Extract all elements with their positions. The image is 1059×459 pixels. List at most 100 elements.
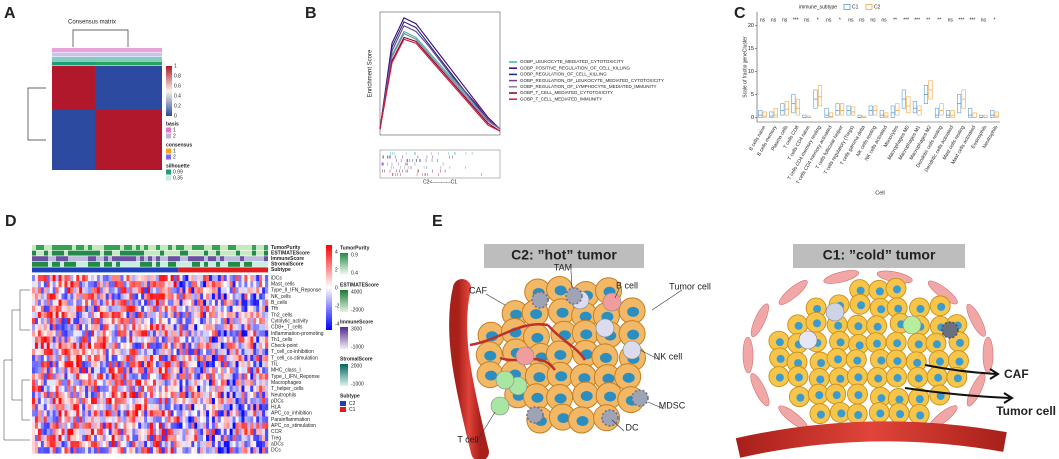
heatmap-texture <box>185 275 189 282</box>
heatmap-texture <box>200 305 204 313</box>
heatmap-texture <box>37 441 42 448</box>
heatmap-texture <box>262 367 266 374</box>
heatmap-texture <box>132 318 136 325</box>
heatmap-texture <box>114 336 118 343</box>
track-texture <box>192 245 196 250</box>
box <box>773 107 778 118</box>
heatmap-texture <box>138 324 142 331</box>
track-texture <box>204 245 208 250</box>
heatmap-texture <box>73 336 77 343</box>
heatmap-texture <box>82 410 86 417</box>
heatmap-texture <box>117 311 121 319</box>
heatmap-texture <box>173 354 177 362</box>
track-texture <box>220 250 224 256</box>
track-texture <box>64 261 68 267</box>
heatmap-texture <box>82 311 86 319</box>
heatmap-texture <box>108 275 112 282</box>
heatmap-texture <box>129 342 133 349</box>
heatmap-texture <box>144 361 148 368</box>
heatmap-texture <box>244 318 248 325</box>
heatmap-texture <box>58 354 62 362</box>
heatmap-texture <box>58 404 62 411</box>
heatmap-texture <box>182 287 186 294</box>
heatmap-texture <box>191 318 195 325</box>
heatmap-texture <box>52 416 56 423</box>
heatmap-texture <box>173 336 177 343</box>
heatmap-texture <box>79 318 83 325</box>
heatmap-texture <box>43 404 47 411</box>
heatmap-texture <box>176 391 180 399</box>
heatmap-texture <box>34 299 39 306</box>
heatmap-texture <box>147 385 151 393</box>
heatmap-texture <box>191 342 195 349</box>
heatmap-texture <box>203 311 207 319</box>
heatmap-texture <box>176 342 180 349</box>
heatmap-texture <box>85 281 89 288</box>
heatmap-texture <box>102 287 106 294</box>
heatmap-texture <box>262 404 266 411</box>
heatmap-texture <box>32 336 36 343</box>
heatmap-texture <box>135 281 139 288</box>
heatmap-texture <box>40 410 44 417</box>
heatmap-texture <box>197 428 201 436</box>
heatmap-texture <box>173 422 177 429</box>
heatmap-texture <box>105 348 109 356</box>
heatmap-texture <box>123 361 127 368</box>
heatmap-texture <box>217 367 221 374</box>
heatmap-texture <box>235 342 239 349</box>
heatmap-texture <box>229 336 233 343</box>
legend-label: 1 <box>173 127 176 133</box>
heatmap-texture <box>132 354 136 362</box>
heatmap-texture <box>241 342 245 349</box>
heatmap-texture <box>55 305 59 313</box>
heatmap-texture <box>32 385 36 393</box>
heatmap-texture <box>247 404 251 411</box>
heatmap-texture <box>223 324 227 331</box>
heatmap-texture <box>226 299 230 306</box>
heatmap-texture <box>152 391 157 399</box>
heatmap-texture <box>120 287 124 294</box>
heatmap-texture <box>120 373 124 380</box>
heatmap-texture <box>99 385 103 393</box>
heatmap-texture <box>214 434 219 442</box>
heatmap-texture <box>179 410 183 417</box>
heatmap-texture <box>82 385 86 393</box>
heatmap-texture <box>232 348 236 356</box>
heatmap-texture <box>70 318 74 325</box>
heatmap-texture <box>173 299 177 306</box>
heatmap-texture <box>203 281 207 288</box>
heatmap-texture <box>58 336 62 343</box>
heatmap-texture <box>93 361 98 368</box>
heatmap-texture <box>179 281 183 288</box>
heatmap-texture <box>88 348 92 356</box>
heatmap-texture <box>214 404 219 411</box>
track-texture <box>136 250 140 256</box>
heatmap-texture <box>108 447 112 454</box>
heatmap-texture <box>108 281 112 288</box>
heatmap-texture <box>129 367 133 374</box>
heatmap-texture <box>206 336 210 343</box>
heatmap-texture <box>82 318 86 325</box>
heatmap-texture <box>73 342 77 349</box>
heatmap-texture <box>120 398 124 405</box>
heatmap-texture <box>108 404 112 411</box>
heatmap-texture <box>91 367 95 374</box>
nucleus <box>892 285 901 294</box>
heatmap-texture <box>253 293 257 300</box>
heatmap-texture <box>191 293 195 300</box>
heatmap-texture <box>79 354 83 362</box>
heatmap-texture <box>135 447 139 454</box>
heatmap-texture <box>46 305 50 313</box>
heatmap-texture <box>197 330 201 337</box>
nucleus <box>874 374 883 383</box>
heatmap-texture <box>194 330 198 337</box>
heatmap-texture <box>49 342 53 349</box>
heatmap-texture <box>117 342 121 349</box>
heatmap-texture <box>49 441 53 448</box>
heatmap-texture <box>203 434 207 442</box>
heatmap-texture <box>206 354 210 362</box>
heatmap-texture <box>214 447 219 454</box>
heatmap-texture <box>256 293 260 300</box>
heatmap-texture <box>235 281 239 288</box>
heatmap-texture <box>79 324 83 331</box>
